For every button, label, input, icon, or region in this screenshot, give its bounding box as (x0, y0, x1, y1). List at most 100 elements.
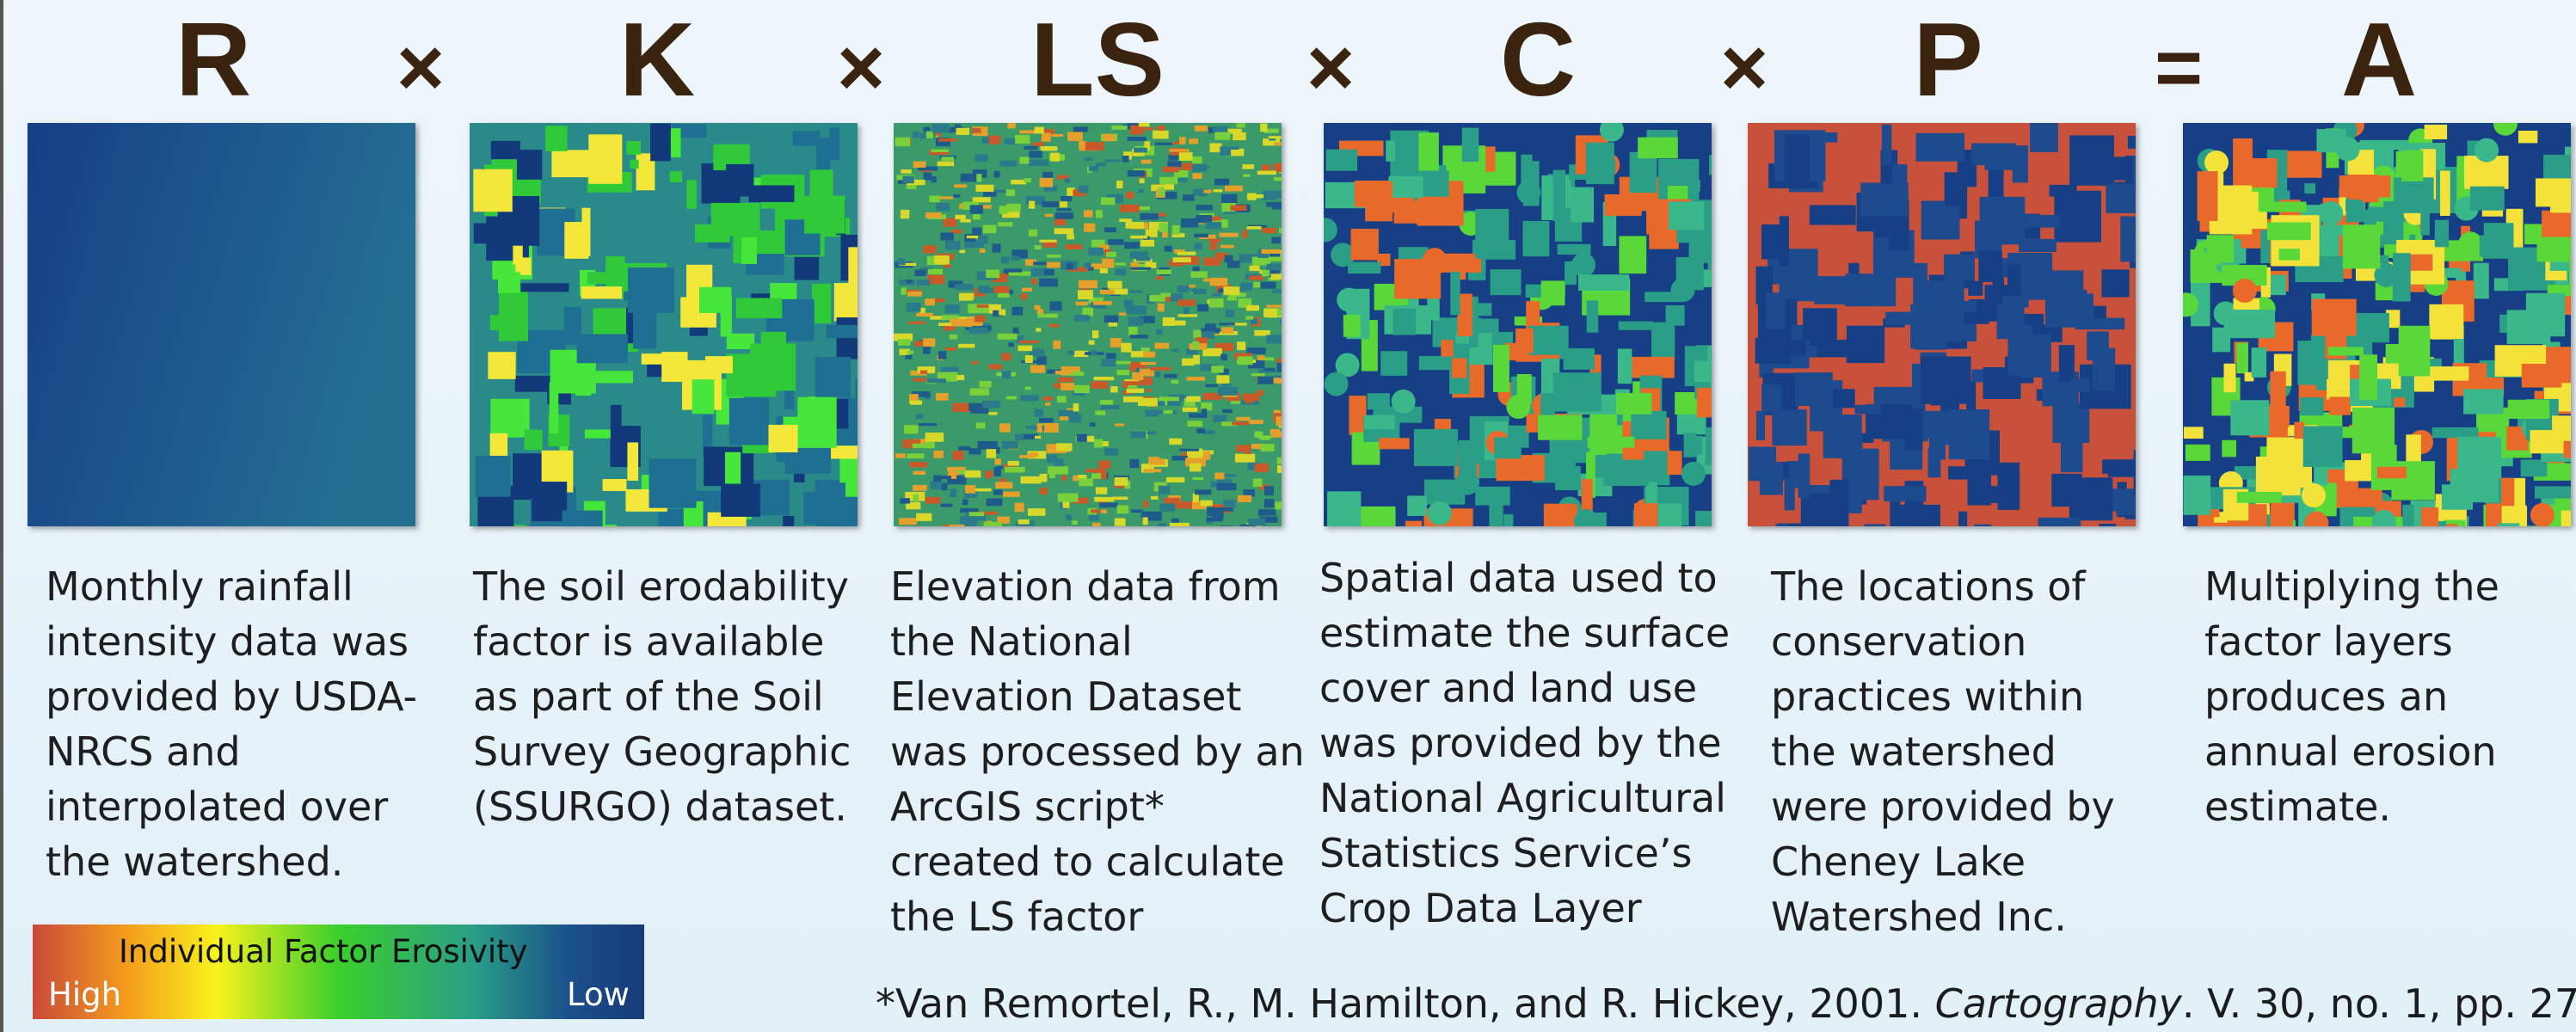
parcel (1037, 309, 1043, 313)
parcel (1231, 401, 1240, 403)
parcel (901, 287, 907, 294)
parcel (1112, 496, 1128, 500)
parcel (925, 298, 935, 305)
parcel (1214, 132, 1230, 140)
operator: × (397, 12, 445, 124)
parcel (1216, 375, 1229, 383)
parcel (983, 522, 1001, 526)
border (0, 0, 3, 1032)
parcel (908, 322, 925, 324)
citation-journal: Cartography (1935, 980, 2182, 1027)
parcel (1619, 236, 1646, 273)
parcel (1084, 210, 1093, 217)
parcel (1159, 503, 1175, 511)
parcel (2236, 343, 2248, 374)
parcel (998, 222, 1012, 226)
parcel (624, 292, 649, 301)
parcel (1169, 439, 1182, 445)
parcel (1214, 507, 1233, 512)
parcel (1104, 448, 1118, 456)
parcel (1101, 359, 1116, 366)
parcel (2480, 236, 2501, 257)
parcel (1365, 181, 1393, 221)
parcel (1013, 328, 1019, 335)
parcel (985, 470, 993, 478)
parcel (829, 127, 839, 160)
parcel (1079, 478, 1093, 486)
parcel (1153, 131, 1169, 139)
parcel (950, 319, 967, 327)
parcel (1055, 212, 1073, 219)
parcel (1035, 245, 1042, 249)
parcel (965, 470, 981, 477)
parcel (1247, 226, 1262, 230)
parcel (1231, 206, 1247, 211)
parcel (711, 203, 760, 236)
parcel (924, 173, 932, 181)
parcel (1159, 187, 1164, 197)
parcel (1045, 214, 1053, 217)
parcel (1196, 205, 1213, 210)
parcel (1024, 146, 1038, 150)
parcel (2294, 422, 2304, 439)
parcel (1088, 248, 1104, 255)
parcel (1003, 492, 1020, 497)
parcel (1101, 198, 1116, 206)
caption-line: Survey Geographic (473, 724, 851, 779)
parcel (577, 334, 628, 363)
parcel (1756, 411, 1765, 440)
parcel (705, 356, 733, 373)
parcel (1151, 496, 1158, 500)
parcel (967, 236, 980, 238)
parcel (1115, 477, 1128, 486)
parcel (2106, 184, 2136, 213)
parcel (1017, 346, 1032, 351)
parcel (1927, 448, 1940, 478)
parcel (2069, 135, 2114, 185)
parcel (993, 243, 1001, 252)
parcel (1028, 508, 1046, 516)
parcel (1115, 518, 1126, 525)
parcel (960, 219, 970, 223)
parcel (933, 451, 943, 458)
parcel (907, 280, 913, 283)
parcel (1110, 338, 1122, 347)
parcel (1217, 483, 1237, 490)
parcel (952, 451, 963, 460)
pivot (2204, 150, 2229, 175)
parcel (1776, 524, 1788, 526)
parcel (1798, 453, 1810, 497)
parcel (1121, 343, 1131, 353)
parcel (1220, 245, 1234, 249)
parcel (1037, 314, 1057, 318)
parcel (1061, 196, 1072, 201)
parcel (907, 292, 922, 297)
caption-line: provided by USDA- (46, 669, 417, 724)
parcel (2550, 187, 2571, 212)
pivot (2336, 137, 2360, 161)
parcel (1067, 234, 1074, 239)
parcel (907, 453, 924, 458)
parcel (1187, 421, 1202, 427)
parcel (1085, 142, 1104, 150)
parcel (1008, 461, 1019, 466)
parcel (1060, 200, 1067, 207)
parcel (2134, 450, 2136, 497)
poster: R×K×LS×C×P=A Monthly rainfallintensity d… (0, 0, 2576, 1032)
parcel (970, 205, 983, 213)
parcel (1191, 289, 1205, 292)
parcel (1167, 401, 1181, 406)
parcel (1049, 470, 1055, 478)
parcel (1267, 264, 1282, 271)
parcel (1011, 255, 1018, 261)
parcel (1098, 460, 1110, 469)
parcel (1192, 477, 1203, 480)
parcel (958, 446, 970, 451)
parcel (941, 157, 953, 161)
parcel (1033, 142, 1044, 146)
legend-title: Individual Factor Erosivity (119, 933, 528, 970)
parcel (2279, 249, 2300, 260)
parcel (1921, 201, 1960, 240)
parcel (630, 160, 638, 169)
parcel (1164, 374, 1177, 378)
